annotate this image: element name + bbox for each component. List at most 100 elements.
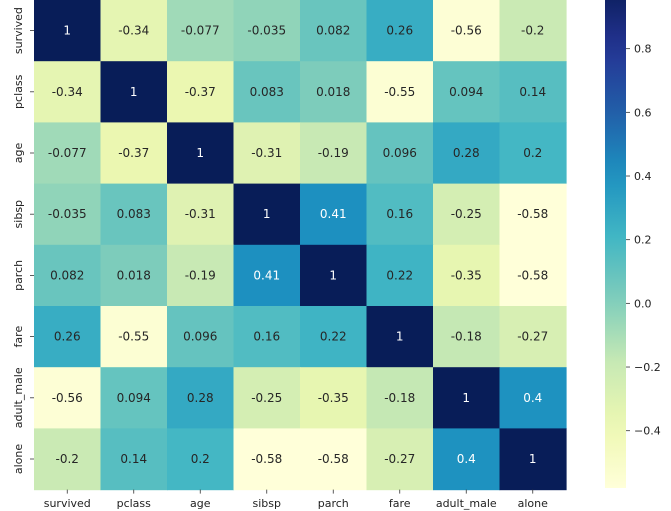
heatmap-cell [100,306,168,368]
heatmap-cell [233,244,301,307]
heatmap-cell [300,367,368,429]
cell-value-label: 1 [63,24,71,38]
colorbar-tick-label: 0.0 [634,297,652,310]
colorbar-tick-label: −0.4 [634,425,661,438]
heatmap-cell [233,367,301,429]
heatmap-cell [100,122,168,185]
cell-value-label: 0.083 [117,207,151,221]
cell-value-label: 0.096 [383,146,417,160]
cell-value-label: -0.25 [451,207,482,221]
heatmap-cell [433,0,501,62]
heatmap-cell [167,306,235,368]
cell-value-label: -0.37 [185,85,216,99]
colorbar-tick-label: 0.2 [634,234,652,247]
heatmap-cell [34,122,102,185]
heatmap-cells: 1 -0.34 -0.077 -0.035 0.082 0.26 -0.56 -0.2 -0.3… [34,0,567,491]
heatmap-cell [167,367,235,429]
y-tick-label: parch [12,260,25,291]
heatmap-cell [100,244,168,307]
cell-value-label: -0.077 [48,146,87,160]
heatmap-cell [433,183,501,246]
cell-value-label: 1 [529,452,537,466]
cell-value-label: 0.083 [250,85,284,99]
cell-value-label: 0.094 [449,85,483,99]
cell-value-label: 0.26 [54,330,81,344]
heatmap-cell [100,0,168,62]
colorbar: 1.00.80.60.40.20.0−0.2−0.4 [605,0,661,488]
cell-value-label: 0.14 [120,452,147,466]
heatmap-cell [300,122,368,185]
colorbar-gradient [605,0,626,488]
heatmap-cell [167,61,235,123]
heatmap-cell [233,183,301,246]
heatmap-cell [300,0,368,62]
heatmap-cell [300,61,368,123]
cell-value-label: 0.2 [191,452,210,466]
heatmap-cell [300,244,368,307]
cell-value-label: -0.58 [517,268,548,282]
cell-value-label: 0.094 [117,391,151,405]
cell-value-label: -0.19 [318,146,349,160]
cell-value-label: -0.31 [251,146,282,160]
cell-value-label: -0.18 [451,330,482,344]
heatmap-cell [300,428,368,491]
x-tick-label: alone [518,497,548,510]
cell-value-label: 0.26 [386,24,413,38]
heatmap-cell [366,306,434,368]
cell-value-label: 0.082 [316,24,350,38]
cell-value-label: 0.41 [253,268,280,282]
cell-value-label: 1 [263,207,271,221]
x-tick-label: sibsp [253,497,282,510]
heatmap-cell [34,183,102,246]
colorbar-tick-label: −0.2 [634,361,661,374]
heatmap-cell [233,122,301,185]
heatmap-cell [366,428,434,491]
cell-value-label: 0.082 [50,268,84,282]
cell-value-label: -0.19 [185,268,216,282]
cell-value-label: 0.22 [320,330,347,344]
heatmap-cell [100,367,168,429]
cell-value-label: 0.16 [253,330,280,344]
cell-value-label: -0.37 [118,146,149,160]
cell-value-label: -0.035 [247,24,286,38]
heatmap-cell [499,122,567,185]
y-axis-ticks: survived pclass age sibsp parch fare adult_mal… [12,7,34,474]
heatmap-cell [34,0,102,62]
heatmap-cell [233,61,301,123]
cell-value-label: 0.28 [453,146,480,160]
heatmap-cell [167,244,235,307]
heatmap-cell [433,122,501,185]
heatmap-cell [167,122,235,185]
heatmap-cell [366,183,434,246]
heatmap-cell [167,0,235,62]
cell-value-label: -0.035 [48,207,87,221]
y-tick-label: adult_male [12,367,25,428]
cell-value-label: -0.2 [56,452,79,466]
heatmap-cell [34,367,102,429]
heatmap-cell [499,428,567,491]
cell-value-label: -0.34 [118,24,149,38]
cell-value-label: -0.34 [52,85,83,99]
heatmap-cell [366,244,434,307]
cell-value-label: 0.4 [523,391,542,405]
heatmap-cell [233,428,301,491]
cell-value-label: -0.18 [384,391,415,405]
cell-value-label: 1 [396,330,404,344]
cell-value-label: 0.018 [117,268,151,282]
cell-value-label: 0.28 [187,391,214,405]
cell-value-label: -0.58 [251,452,282,466]
y-tick-label: alone [12,444,25,474]
heatmap-cell [433,428,501,491]
x-tick-label: survived [44,497,91,510]
x-tick-label: fare [389,497,411,510]
cell-value-label: -0.27 [517,330,548,344]
heatmap-cell [233,0,301,62]
y-tick-label: pclass [12,74,25,109]
y-tick-label: survived [12,7,25,54]
heatmap-cell [366,367,434,429]
cell-value-label: -0.31 [185,207,216,221]
cell-value-label: -0.55 [118,330,149,344]
cell-value-label: 0.41 [320,207,347,221]
heatmap-cell [100,61,168,123]
